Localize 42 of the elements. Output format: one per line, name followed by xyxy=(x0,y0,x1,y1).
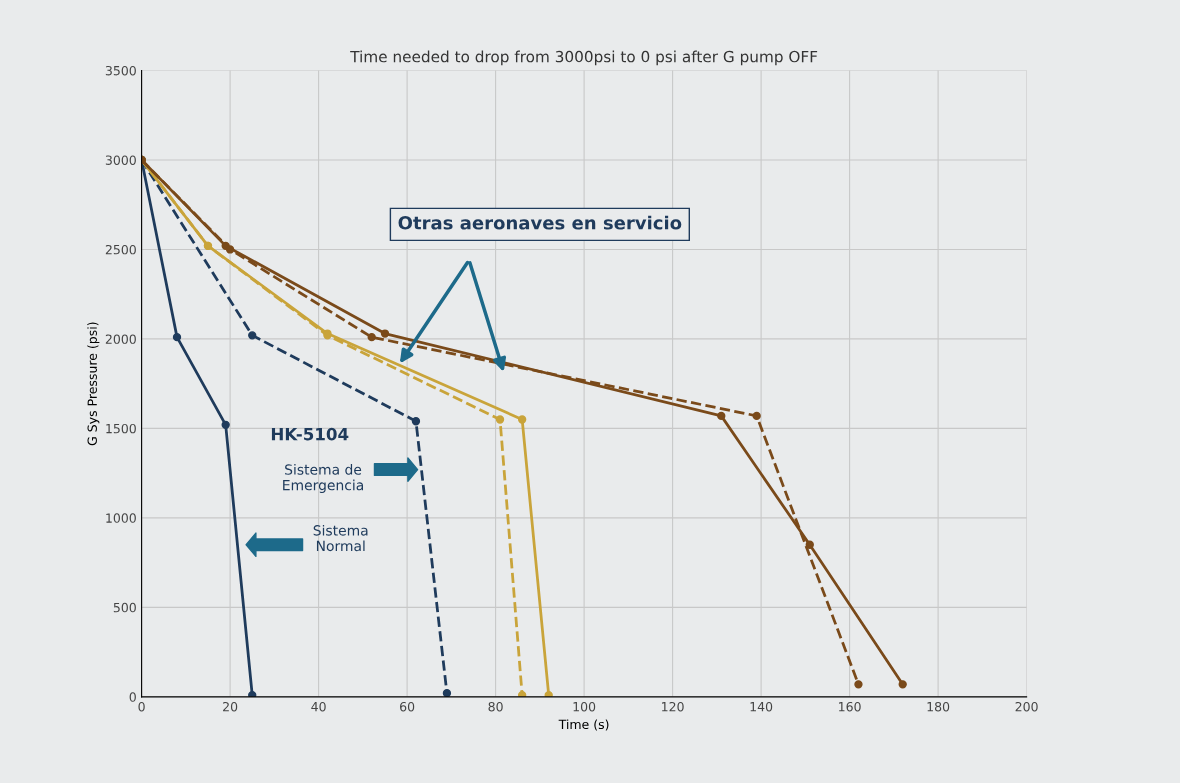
point xyxy=(717,411,726,421)
point xyxy=(898,680,907,689)
point xyxy=(221,420,230,430)
y-tick-label: 1000 xyxy=(106,513,136,523)
point xyxy=(367,332,376,342)
x-tick-label: 60 xyxy=(400,701,415,712)
y-tick-label: 3500 xyxy=(105,65,136,76)
y-tick-label: 1500 xyxy=(106,423,136,434)
point xyxy=(411,417,421,426)
x-tick-label: 100 xyxy=(573,701,596,712)
x-tick-label: 80 xyxy=(488,701,503,712)
point xyxy=(380,329,390,338)
point xyxy=(248,331,257,340)
y-tick-label: 500 xyxy=(113,602,136,613)
point xyxy=(225,245,235,254)
point xyxy=(495,415,505,424)
point xyxy=(544,690,553,697)
x-axis-title: Time (s) xyxy=(558,719,609,731)
point xyxy=(805,540,814,549)
x-tick-label: 160 xyxy=(839,701,861,712)
annotation: HK-5104 xyxy=(271,427,349,441)
annotation: Sistema de Emergencia xyxy=(283,464,364,494)
y-tick-label: 0 xyxy=(129,692,136,702)
x-tick-label: 140 xyxy=(750,701,773,712)
annotation: Sistema Normal xyxy=(313,524,368,552)
x-tick-label: 0 xyxy=(138,701,145,712)
annotation: Otras aeronaves en servicio xyxy=(398,215,682,230)
y-tick-label: 2000 xyxy=(105,334,136,344)
x-tick-label: 20 xyxy=(223,701,238,712)
point xyxy=(752,411,761,421)
x-tick-label: 200 xyxy=(1015,701,1038,712)
x-tick-label: 180 xyxy=(927,701,950,712)
x-tick-label: 40 xyxy=(311,701,326,712)
point xyxy=(854,680,863,689)
point xyxy=(517,415,527,424)
x-tick-label: 120 xyxy=(662,701,684,712)
chart-title: Time needed to drop from 3000psi to 0 psi after G pump OFF xyxy=(350,50,818,66)
y-tick-label: 3000 xyxy=(105,155,136,165)
y-tick-label: 2500 xyxy=(105,244,136,255)
point xyxy=(172,332,182,342)
point xyxy=(442,689,452,697)
y-axis-title: G Sys Pressure (psi) xyxy=(87,322,100,446)
